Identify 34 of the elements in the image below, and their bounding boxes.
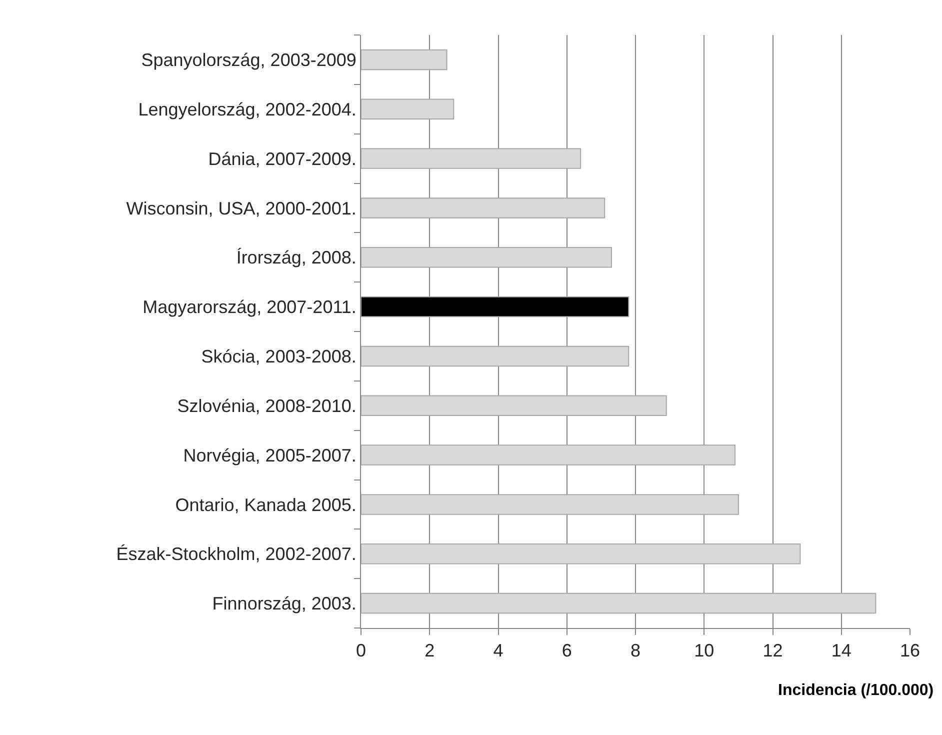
y-tick-label: Ontario, Kanada 2005. (175, 494, 356, 515)
bar (361, 494, 739, 515)
y-tick-label: Skócia, 2003-2008. (201, 346, 356, 367)
x-axis-title: Incidencia (/100.000) (778, 682, 934, 699)
bar (361, 296, 630, 318)
x-tick-label: 14 (831, 640, 852, 661)
bar (361, 346, 630, 367)
x-tick-label: 0 (356, 640, 366, 661)
bar (361, 198, 606, 218)
y-tick-label: Szlovénia, 2008-2010. (177, 396, 356, 416)
y-tick-label: Magyarország, 2007-2011. (142, 297, 356, 318)
bar (361, 592, 876, 614)
y-tick-label: Spanyolország, 2003-2009 (141, 50, 356, 70)
bar (361, 543, 801, 564)
bar (361, 148, 582, 169)
x-tick-label: 6 (562, 640, 572, 661)
y-tick-label: Wisconsin, USA, 2000-2001. (126, 198, 356, 218)
x-tick-label: 2 (424, 640, 435, 661)
y-tick-label: Finnország, 2003. (212, 594, 356, 614)
bar (361, 395, 667, 416)
y-tick-label: Észak-Stockholm, 2002-2007. (116, 544, 356, 564)
y-tick-label: Dánia, 2007-2009. (208, 148, 356, 169)
x-tick-label: 4 (493, 640, 504, 661)
x-tick-label: 12 (762, 640, 783, 661)
x-tick-label: 8 (630, 640, 641, 661)
bar (361, 246, 612, 268)
bar (361, 444, 736, 466)
y-tick-label: Norvégia, 2005-2007. (183, 445, 356, 466)
x-tick-label: 10 (694, 640, 714, 661)
bar (361, 49, 448, 70)
y-tick-label: Írország, 2008. (236, 248, 356, 268)
bar (361, 98, 454, 120)
y-tick-label: Lengyelország, 2002-2004. (138, 99, 356, 120)
x-tick-label: 16 (900, 640, 920, 661)
